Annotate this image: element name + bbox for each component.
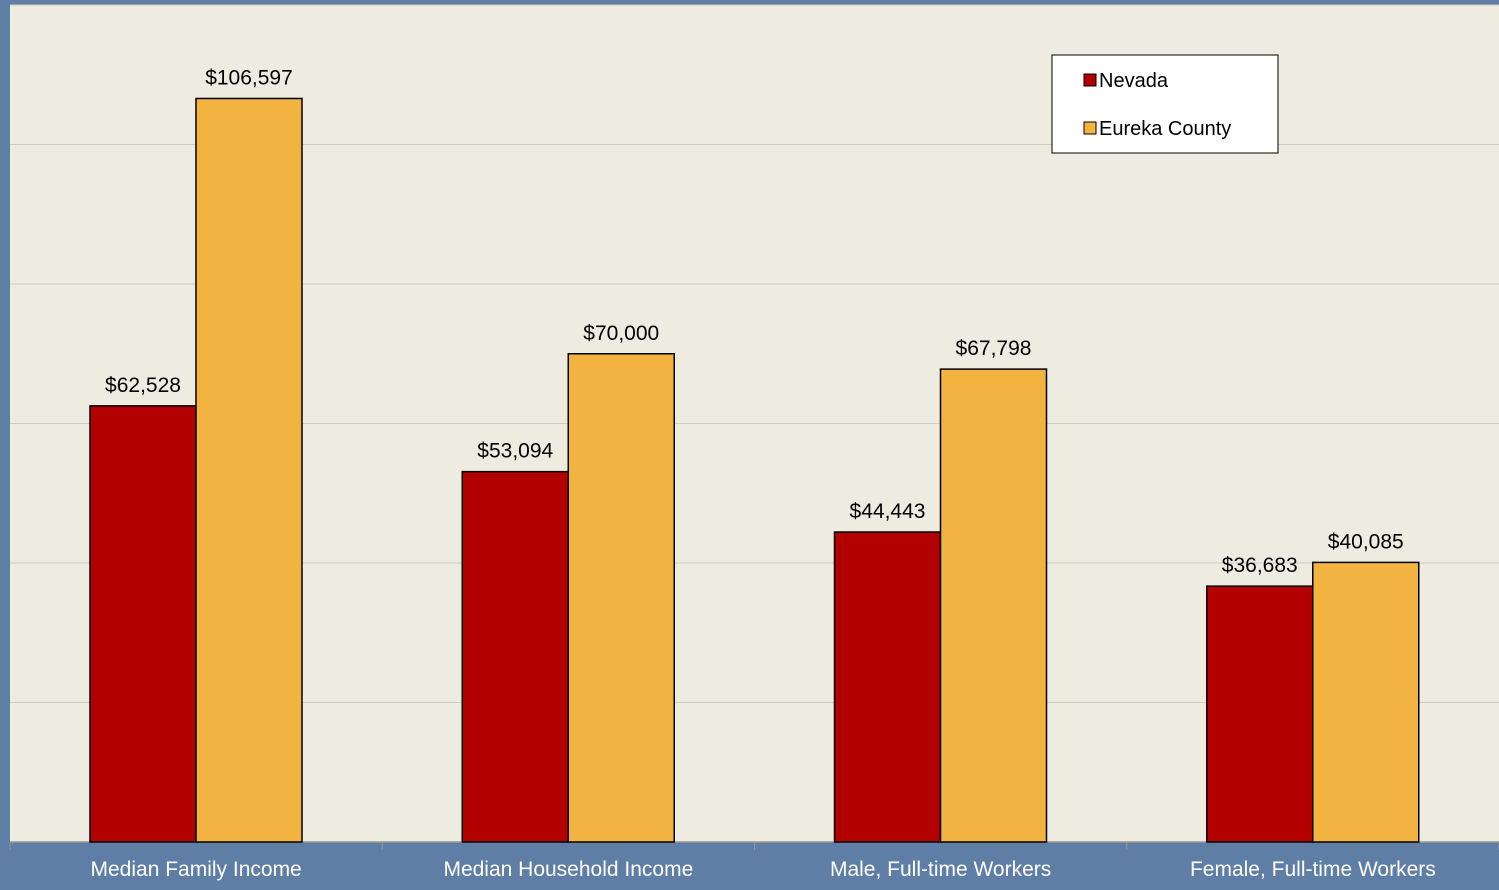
bar-eureka-county <box>1312 561 1420 843</box>
x-tick-label: Male, Full-time Workers <box>830 858 1051 881</box>
data-label-eureka-county: $106,597 <box>205 66 293 89</box>
data-label-eureka-county: $67,798 <box>956 337 1032 360</box>
data-label-nevada: $53,094 <box>477 440 553 463</box>
data-label-nevada: $62,528 <box>105 374 181 397</box>
bar-eureka-county <box>939 368 1048 843</box>
bar-nevada <box>833 531 942 843</box>
bar-nevada <box>89 405 197 843</box>
legend-label-eureka-county: Eureka County <box>1099 118 1231 140</box>
bar-nevada <box>461 470 569 843</box>
bar-nevada <box>1206 585 1314 843</box>
legend-label-nevada: Nevada <box>1099 70 1169 92</box>
data-label-eureka-county: $40,085 <box>1328 530 1404 553</box>
data-label-eureka-county: $70,000 <box>583 322 659 345</box>
data-label-nevada: $44,443 <box>850 500 926 523</box>
x-tick-label: Female, Full-time Workers <box>1190 858 1436 881</box>
x-tick-label: Median Household Income <box>443 858 693 881</box>
x-tick-label: Median Family Income <box>91 858 302 881</box>
legend-swatch-nevada <box>1083 73 1097 87</box>
data-label-nevada: $36,683 <box>1222 554 1298 577</box>
legend: Nevada Eureka County <box>1051 54 1279 154</box>
bar-eureka-county <box>195 97 303 843</box>
legend-box <box>1051 54 1279 154</box>
legend-swatch-eureka-county <box>1083 121 1097 135</box>
bar-eureka-county <box>567 353 675 843</box>
